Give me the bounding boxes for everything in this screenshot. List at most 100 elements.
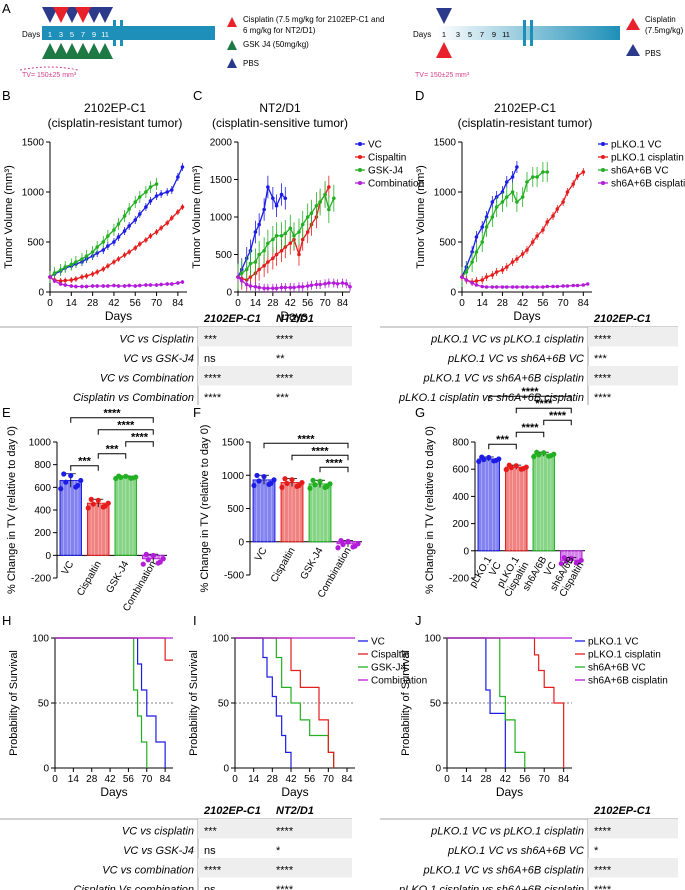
data-point (297, 252, 301, 257)
data-point (138, 283, 142, 288)
data-point (148, 283, 153, 287)
y-tick-label: 0 (450, 288, 456, 299)
data-point (575, 174, 580, 178)
data-point (510, 285, 515, 289)
series-line-GSK-J4 (55, 637, 148, 768)
data-point (150, 552, 156, 559)
data-point (239, 271, 244, 276)
table-value: *** (204, 826, 218, 838)
y-tick-label: 0 (238, 537, 244, 548)
data-point (133, 200, 138, 204)
table-value: ns (204, 845, 216, 857)
x-tick-label: 84 (160, 774, 172, 785)
timeline-bar (437, 26, 620, 40)
data-point (154, 230, 159, 234)
table-row-shade (198, 858, 352, 878)
x-tick-label: 84 (578, 298, 590, 309)
data-point (525, 180, 529, 184)
y-tick-label: 0 (226, 288, 232, 299)
legend-label: Cispaltin (371, 650, 409, 661)
data-point (520, 195, 525, 199)
data-point (88, 496, 94, 502)
data-point (565, 190, 570, 194)
x-tick-label-line: GSK-J4 (299, 545, 326, 581)
data-point (464, 278, 469, 282)
table-comparison: VC vs GSK-J4 (123, 845, 194, 857)
day-tick-label: 9 (92, 30, 96, 39)
significance-label: *** (496, 434, 510, 446)
significance-label: **** (521, 422, 539, 434)
y-tick-label: 200 (34, 528, 51, 539)
data-point (300, 222, 305, 227)
gsk-arrow-icon (86, 43, 102, 59)
data-point (244, 282, 249, 287)
data-point (480, 225, 485, 229)
table-value: **** (594, 392, 612, 404)
data-point (138, 212, 142, 216)
y-tick-label: 1000 (222, 471, 245, 482)
data-point (352, 543, 358, 549)
table-comparison: VC vs cisplatin (122, 826, 194, 838)
data-point (262, 248, 266, 253)
x-tick-label: 56 (304, 774, 316, 785)
chart-D: 0 500 1000 1500 Tumor Volume (mm³) 0 14 28 42 56 7… (415, 138, 685, 324)
data-point (274, 252, 279, 257)
y-axis-label: % Change in TV (relative to day 0) (424, 426, 436, 594)
data-point (262, 286, 266, 291)
timeline-break (113, 20, 116, 46)
data-point (555, 284, 560, 289)
legend-marker (601, 155, 605, 159)
data-point (300, 284, 305, 289)
data-point (254, 472, 260, 479)
legend-label: GSK-J4 (371, 663, 406, 674)
x-tick-label: 84 (341, 774, 353, 785)
data-point (520, 466, 526, 472)
x-tick-label: 56 (130, 298, 142, 309)
legend-cisplatin: Cisplatin (7.5 mg/kg for 2102EP-C1 and (243, 15, 384, 24)
significance-label: **** (535, 398, 553, 410)
data-point (63, 479, 69, 485)
data-point (122, 229, 127, 233)
table-header: NT2/D1 (276, 805, 314, 817)
legend-label: sh6A+6B cisplatin (611, 179, 685, 190)
day-tick-label: 3 (456, 30, 460, 39)
y-tick-label: 1500 (222, 438, 245, 449)
table-value: **** (276, 334, 294, 346)
x-tick-label: 14 (248, 774, 260, 785)
data-point (257, 252, 261, 257)
data-point (69, 284, 74, 288)
data-point (520, 285, 525, 289)
data-point (244, 267, 249, 272)
data-point (510, 175, 515, 179)
significance-bracket (97, 453, 127, 459)
data-point (176, 281, 180, 285)
data-point (474, 250, 479, 254)
x-tick-label: 70 (323, 774, 335, 785)
x-tick-label: 28 (497, 298, 509, 309)
legend-label: sh6A+6B VC (588, 663, 646, 674)
data-point (480, 240, 485, 244)
x-tick-label: 0 (232, 774, 238, 785)
x-axis-label: Days (100, 785, 127, 799)
significance-label: *** (106, 444, 120, 456)
chart-F: -500 0 500 1000 1500 % Change in TV (relative… (199, 425, 362, 600)
data-point (140, 561, 146, 567)
y-axis-label: Tumor Volume (mm³) (415, 165, 427, 269)
data-point (309, 211, 314, 216)
legend-marker (601, 181, 605, 185)
data-point (541, 450, 547, 456)
data-point (283, 231, 288, 236)
data-point (327, 281, 331, 285)
table-value: * (594, 845, 599, 857)
data-point (271, 237, 275, 242)
data-point (474, 279, 479, 283)
y-tick-label: 1500 (434, 138, 457, 149)
data-point (490, 215, 495, 219)
data-point (531, 454, 537, 460)
legend-label: pLKO.1 VC (588, 637, 639, 648)
series-line-Cispaltin (237, 186, 330, 281)
x-tick-label: GSK-J4 (299, 545, 326, 581)
